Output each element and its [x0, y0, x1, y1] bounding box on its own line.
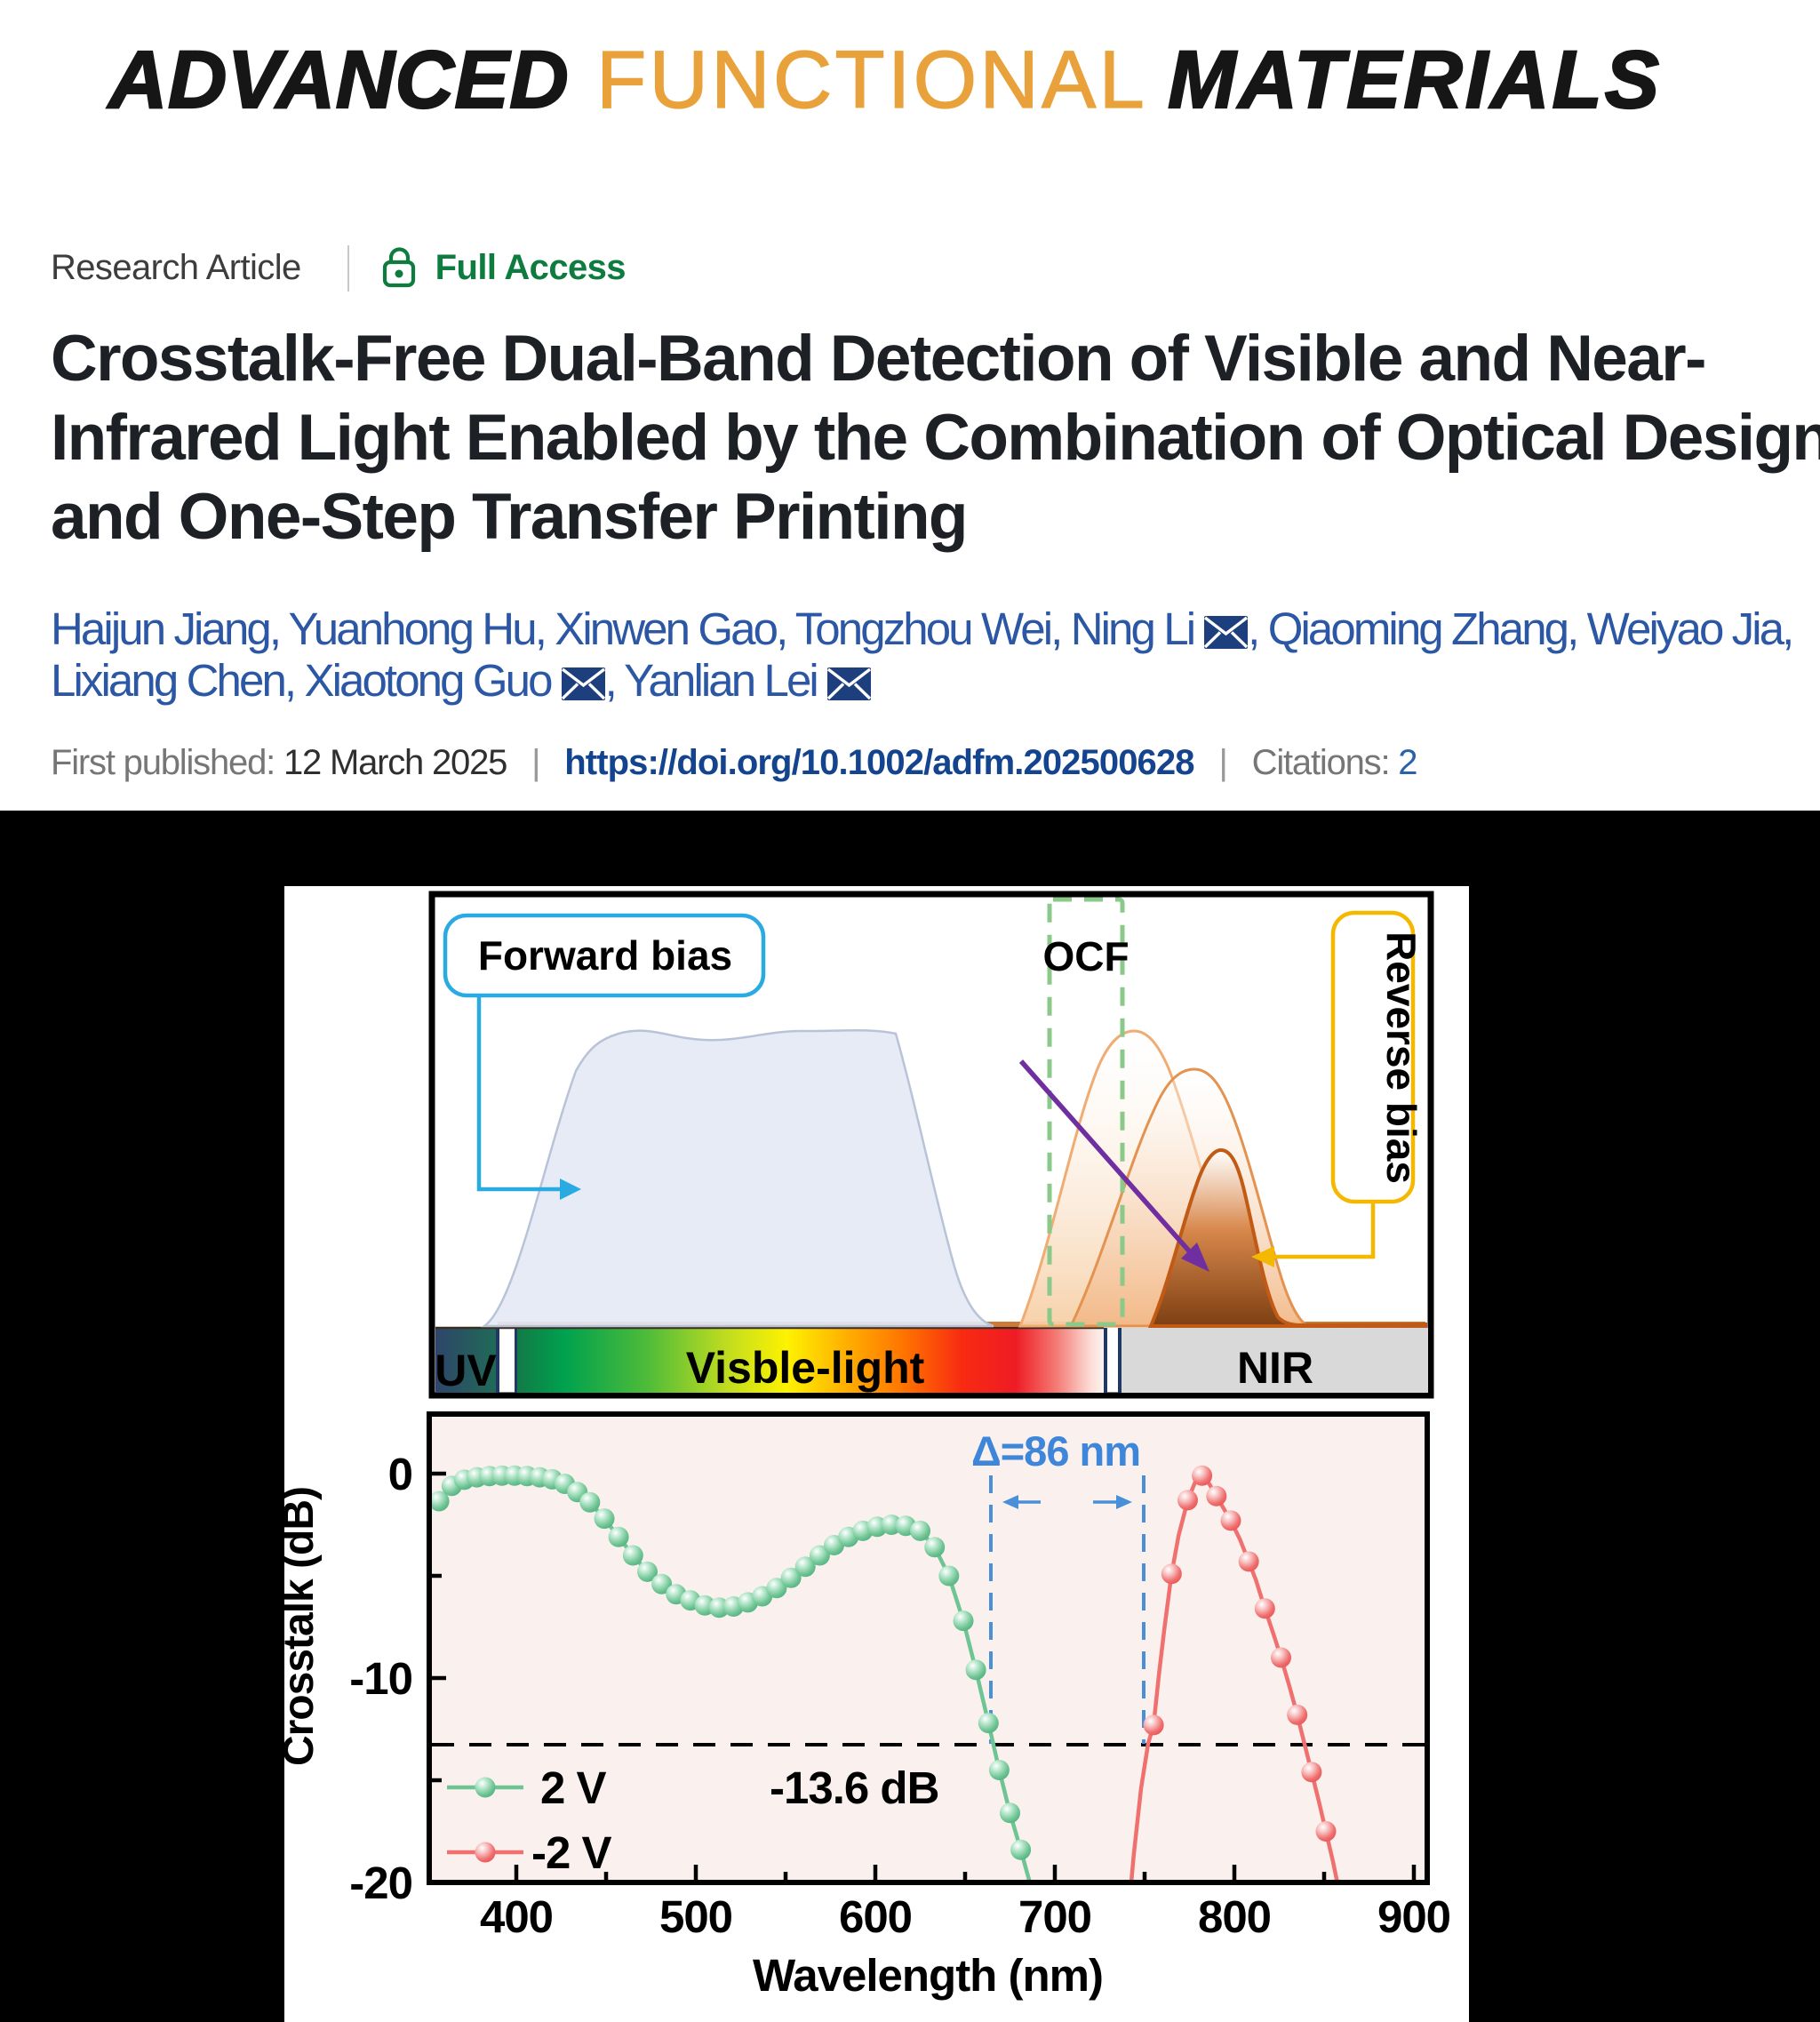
svg-text:Δ=86 nm: Δ=86 nm — [971, 1427, 1140, 1475]
svg-text:Reverse bias: Reverse bias — [1378, 931, 1425, 1184]
svg-text:-20: -20 — [349, 1858, 412, 1908]
svg-text:UV: UV — [435, 1346, 497, 1395]
svg-text:500: 500 — [659, 1891, 732, 1942]
svg-text:900: 900 — [1377, 1891, 1450, 1942]
svg-text:2 V: 2 V — [540, 1762, 607, 1813]
svg-text:0: 0 — [388, 1449, 412, 1499]
svg-text:Wavelength (nm): Wavelength (nm) — [753, 1950, 1103, 2001]
svg-text:700: 700 — [1018, 1891, 1091, 1942]
svg-text:-13.6 dB: -13.6 dB — [770, 1762, 938, 1813]
svg-text:Crosstalk (dB): Crosstalk (dB) — [284, 1487, 323, 1766]
svg-text:400: 400 — [480, 1891, 553, 1942]
svg-text:-10: -10 — [349, 1653, 412, 1704]
svg-text:600: 600 — [839, 1891, 912, 1942]
svg-text:NIR: NIR — [1237, 1343, 1313, 1393]
svg-text:-2 V: -2 V — [531, 1827, 612, 1878]
svg-text:Forward bias: Forward bias — [478, 932, 732, 979]
svg-text:Visble-light: Visble-light — [686, 1343, 925, 1393]
svg-text:OCF: OCF — [1042, 933, 1129, 979]
svg-text:800: 800 — [1198, 1891, 1271, 1942]
